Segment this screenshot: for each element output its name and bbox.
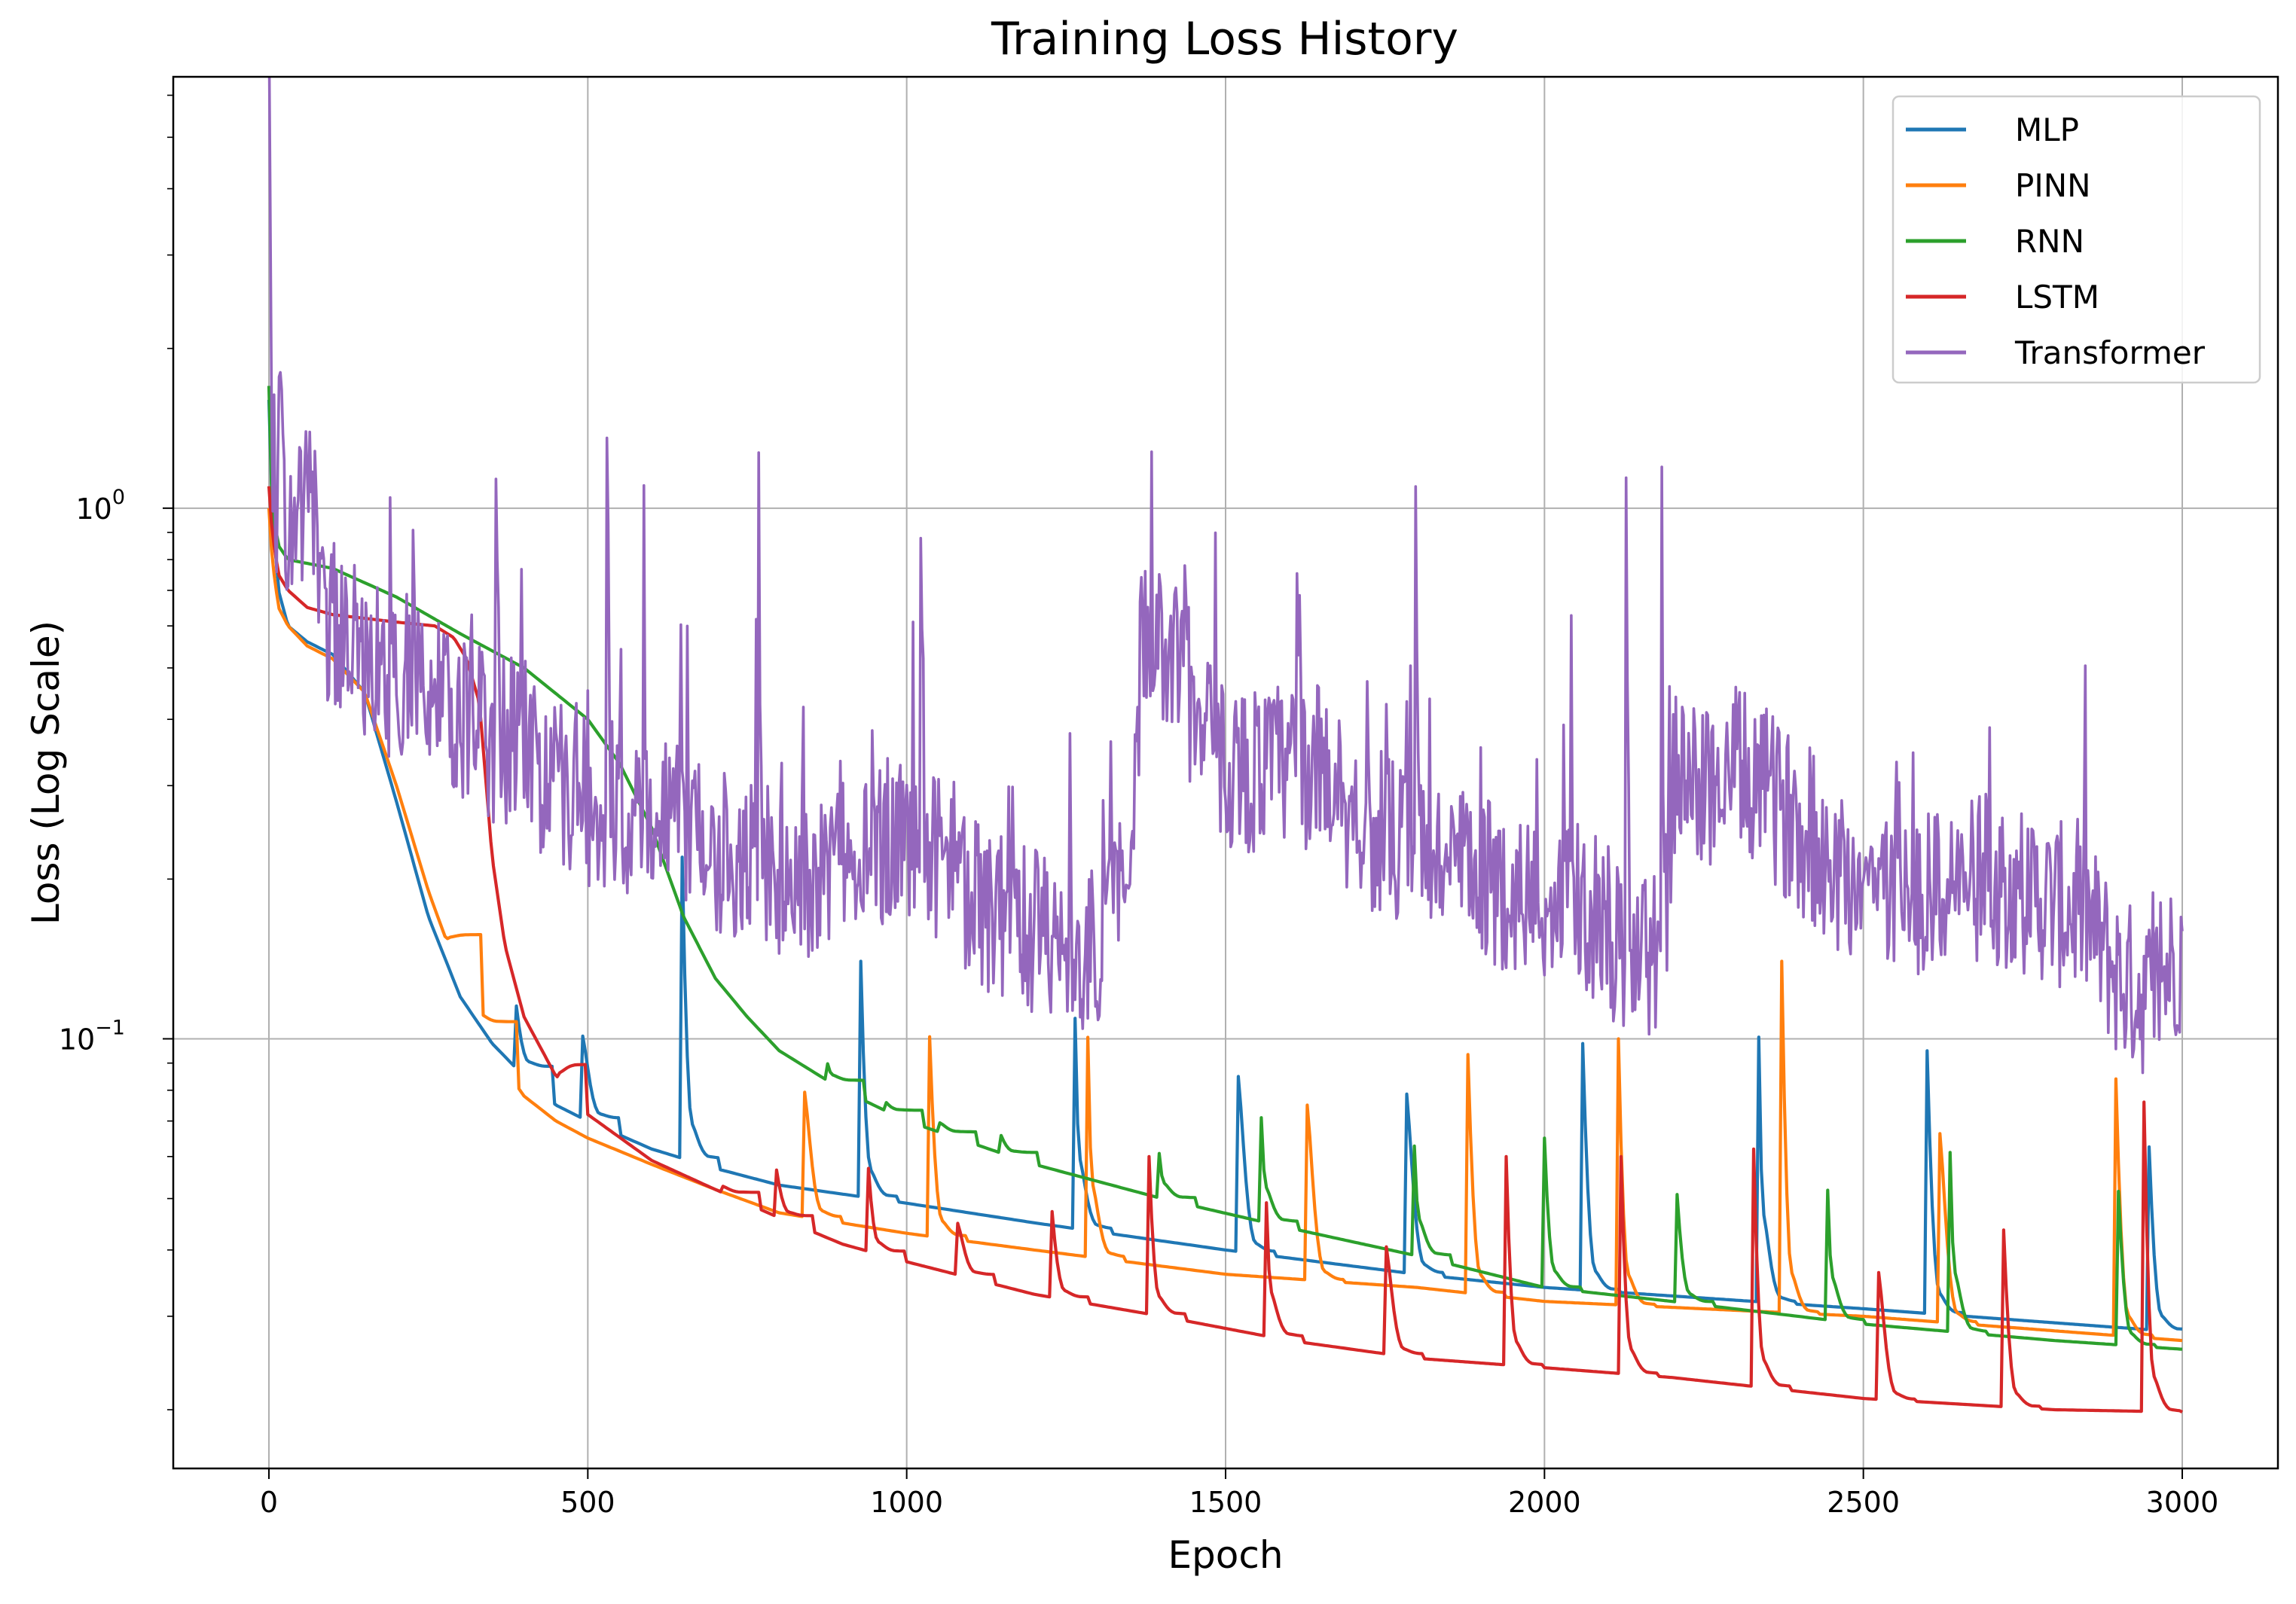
x-tick-label: 2000 <box>1508 1486 1581 1519</box>
series-line-transformer <box>267 77 2184 1075</box>
legend-label-rnn: RNN <box>2015 223 2084 260</box>
y-axis-label: Loss (Log Scale) <box>24 621 68 925</box>
chart-title: Training Loss History <box>991 13 1458 66</box>
x-axis-label: Epoch <box>1168 1533 1283 1577</box>
series-line-pinn <box>267 508 2183 1343</box>
legend-label-pinn: PINN <box>2015 167 2091 204</box>
y-tick-label: 100 <box>75 486 125 526</box>
y-tick-label: 10−1 <box>59 1016 125 1056</box>
x-tick-label: 2500 <box>1827 1486 1900 1519</box>
legend-label-lstm: LSTM <box>2015 279 2099 316</box>
plot-lines <box>267 77 2184 1413</box>
x-tick-label: 1000 <box>870 1486 943 1519</box>
y-tick-label-base: 10 <box>59 1023 95 1056</box>
series-line-mlp <box>267 399 2183 1331</box>
x-tick-label: 3000 <box>2146 1486 2219 1519</box>
series-line-lstm <box>267 486 2183 1413</box>
legend-box <box>1891 95 2261 384</box>
legend-label-transformer: Transformer <box>2014 334 2206 371</box>
x-tick-label: 1500 <box>1189 1486 1262 1519</box>
x-tick-label: 500 <box>560 1486 615 1519</box>
x-axis-ticks: 0 500 1000 1500 2000 2500 3000 <box>260 1468 2218 1519</box>
y-tick-label-exponent: −1 <box>95 1016 125 1039</box>
y-tick-label-base: 10 <box>75 492 111 526</box>
x-tick-label: 0 <box>260 1486 278 1519</box>
y-tick-label-exponent: 0 <box>112 486 125 509</box>
legend: MLP PINN RNN LSTM Transformer <box>1891 95 2261 384</box>
legend-label-mlp: MLP <box>2015 111 2079 148</box>
